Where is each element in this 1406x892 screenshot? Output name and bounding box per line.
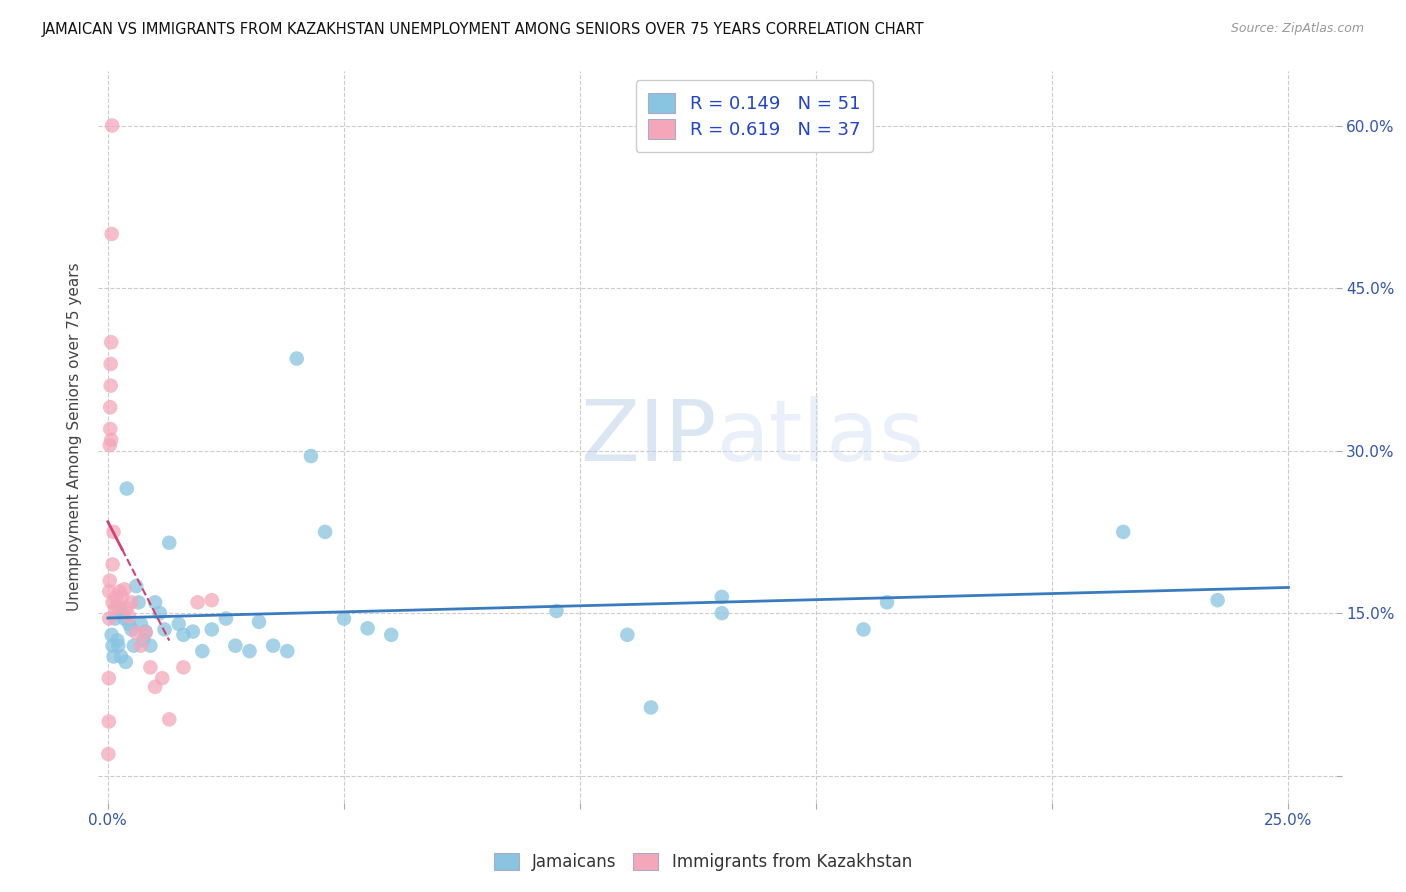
Point xyxy=(108,584,131,599)
Point xyxy=(100,357,122,371)
Point xyxy=(107,639,129,653)
Point xyxy=(97,747,120,761)
Point xyxy=(101,558,124,572)
Point xyxy=(98,611,121,625)
Point xyxy=(111,590,134,604)
Point xyxy=(128,595,150,609)
Point xyxy=(115,600,138,615)
Point xyxy=(110,649,132,664)
Point xyxy=(104,611,127,625)
Point xyxy=(238,644,260,658)
Point xyxy=(100,378,122,392)
Point xyxy=(115,482,138,496)
Point xyxy=(101,639,124,653)
Point xyxy=(98,574,121,588)
Point xyxy=(143,595,166,609)
Point xyxy=(1112,524,1135,539)
Point xyxy=(129,639,152,653)
Point xyxy=(616,628,638,642)
Point xyxy=(101,119,124,133)
Point xyxy=(380,628,402,642)
Point xyxy=(710,606,733,620)
Point xyxy=(167,617,190,632)
Point xyxy=(172,628,194,642)
Point xyxy=(356,621,378,635)
Point xyxy=(135,624,157,639)
Point xyxy=(121,623,143,637)
Point xyxy=(181,624,204,639)
Point xyxy=(118,617,141,632)
Point xyxy=(640,700,662,714)
Point xyxy=(191,644,214,658)
Point xyxy=(149,606,172,620)
Legend: R = 0.149   N = 51, R = 0.619   N = 37: R = 0.149 N = 51, R = 0.619 N = 37 xyxy=(636,80,873,152)
Point xyxy=(112,582,135,597)
Point xyxy=(299,449,322,463)
Point xyxy=(135,625,157,640)
Point xyxy=(876,595,898,609)
Point xyxy=(125,579,148,593)
Point xyxy=(100,335,122,350)
Point xyxy=(101,595,124,609)
Point xyxy=(98,422,121,436)
Point xyxy=(143,680,166,694)
Point xyxy=(100,433,122,447)
Point xyxy=(111,606,134,620)
Point xyxy=(139,660,162,674)
Point xyxy=(153,623,176,637)
Point xyxy=(98,584,121,599)
Text: Source: ZipAtlas.com: Source: ZipAtlas.com xyxy=(1230,22,1364,36)
Point xyxy=(104,600,127,615)
Point xyxy=(262,639,284,653)
Point xyxy=(122,639,145,653)
Point xyxy=(132,633,155,648)
Point xyxy=(100,227,122,241)
Point xyxy=(157,712,180,726)
Point xyxy=(201,623,224,637)
Point xyxy=(187,595,209,609)
Point xyxy=(118,609,141,624)
Point xyxy=(852,623,875,637)
Point xyxy=(105,590,128,604)
Point xyxy=(112,611,135,625)
Text: JAMAICAN VS IMMIGRANTS FROM KAZAKHSTAN UNEMPLOYMENT AMONG SENIORS OVER 75 YEARS : JAMAICAN VS IMMIGRANTS FROM KAZAKHSTAN U… xyxy=(42,22,925,37)
Point xyxy=(105,600,128,615)
Point xyxy=(546,604,568,618)
Point xyxy=(97,671,120,685)
Point xyxy=(103,649,125,664)
Text: ZIP: ZIP xyxy=(581,395,717,479)
Point xyxy=(105,633,128,648)
Point xyxy=(100,628,122,642)
Point xyxy=(108,600,131,615)
Point xyxy=(333,611,356,625)
Point xyxy=(150,671,173,685)
Point xyxy=(224,639,246,653)
Point xyxy=(314,524,336,539)
Point xyxy=(125,625,148,640)
Point xyxy=(139,639,162,653)
Point xyxy=(129,617,152,632)
Point xyxy=(172,660,194,674)
Point xyxy=(710,590,733,604)
Point xyxy=(114,655,136,669)
Legend: Jamaicans, Immigrants from Kazakhstan: Jamaicans, Immigrants from Kazakhstan xyxy=(485,845,921,880)
Point xyxy=(98,438,121,452)
Text: atlas: atlas xyxy=(717,395,925,479)
Point xyxy=(285,351,308,366)
Point xyxy=(276,644,298,658)
Point xyxy=(157,535,180,549)
Point xyxy=(98,401,121,415)
Y-axis label: Unemployment Among Seniors over 75 years: Unemployment Among Seniors over 75 years xyxy=(67,263,83,611)
Point xyxy=(215,611,238,625)
Point xyxy=(247,615,270,629)
Point xyxy=(201,593,224,607)
Point xyxy=(103,524,125,539)
Point xyxy=(97,714,120,729)
Point xyxy=(121,595,143,609)
Point xyxy=(1206,593,1229,607)
